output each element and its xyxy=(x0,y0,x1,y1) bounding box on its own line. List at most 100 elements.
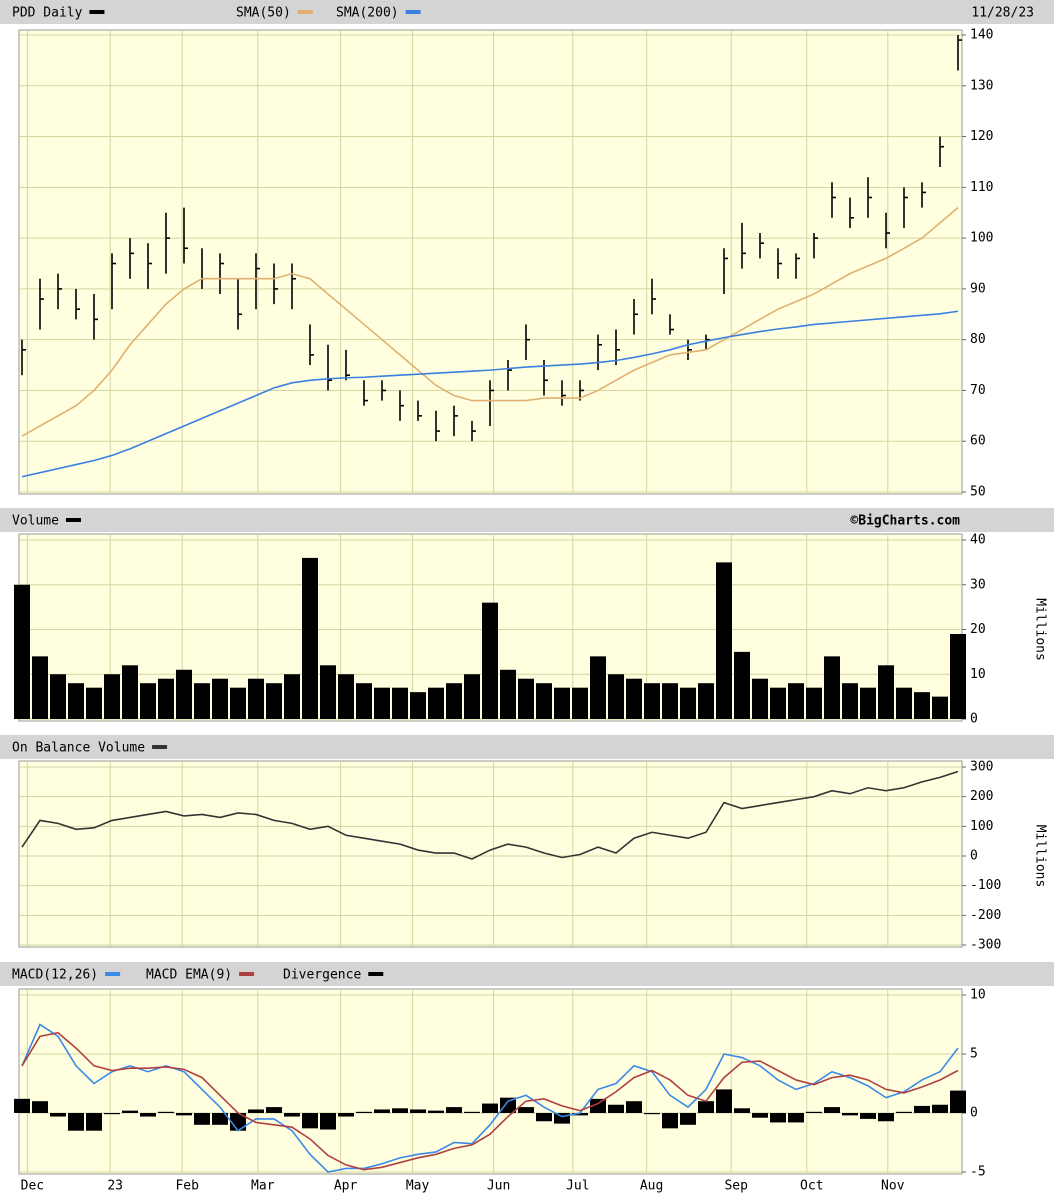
y-axis-label: Millions xyxy=(1033,598,1048,661)
bar xyxy=(104,674,120,719)
bar xyxy=(716,1089,732,1113)
bar xyxy=(698,1101,714,1113)
bar xyxy=(194,683,210,719)
legend-label: Volume xyxy=(12,514,59,529)
bar xyxy=(392,1108,408,1113)
y-tick-label: 90 xyxy=(970,281,986,296)
bar xyxy=(50,674,66,719)
bar xyxy=(824,1107,840,1113)
bar xyxy=(320,665,336,719)
y-tick-label: 50 xyxy=(970,485,986,500)
bar xyxy=(68,1113,84,1131)
line-series xyxy=(21,1031,959,1171)
x-tick-label: Aug xyxy=(640,1179,663,1194)
line-series xyxy=(21,1023,959,1173)
bar xyxy=(176,669,192,719)
bar xyxy=(590,656,606,719)
bar xyxy=(806,1111,822,1113)
bar xyxy=(68,683,84,719)
bar xyxy=(176,1113,192,1116)
y-tick-label: 70 xyxy=(970,383,986,398)
bar xyxy=(194,1113,210,1125)
bar xyxy=(266,1107,282,1113)
x-tick-label: Oct xyxy=(800,1179,823,1194)
legend-swatch xyxy=(297,10,313,14)
x-tick-label: Feb xyxy=(175,1179,199,1194)
bar xyxy=(788,1113,804,1123)
bar xyxy=(572,687,588,719)
line-series xyxy=(21,207,959,437)
legend-swatch xyxy=(89,10,105,14)
credit: ©BigCharts.com xyxy=(850,514,960,529)
bar xyxy=(14,584,30,719)
bar xyxy=(932,1104,948,1113)
bar xyxy=(158,678,174,719)
bar xyxy=(950,633,966,719)
bar xyxy=(644,1113,660,1115)
y-tick-label: 130 xyxy=(970,78,993,93)
bar xyxy=(248,678,264,719)
bar xyxy=(554,1113,570,1124)
y-tick-label: 120 xyxy=(970,129,993,144)
y-tick-label: 80 xyxy=(970,332,986,347)
bar xyxy=(464,1111,480,1113)
bar xyxy=(248,1109,264,1113)
y-tick-label: 30 xyxy=(970,577,986,592)
bar xyxy=(914,692,930,719)
y-tick-label: 60 xyxy=(970,434,986,449)
x-tick-label: Jun xyxy=(487,1179,510,1194)
legend-label: Divergence xyxy=(283,968,361,983)
bar xyxy=(374,1109,390,1113)
x-tick-label: Dec xyxy=(21,1179,44,1194)
bar xyxy=(878,1113,894,1122)
bar xyxy=(50,1113,66,1117)
bar xyxy=(608,1104,624,1113)
bar xyxy=(338,674,354,719)
y-tick-label: 140 xyxy=(970,28,993,43)
y-tick-label: 110 xyxy=(970,180,993,195)
legend-label: On Balance Volume xyxy=(12,741,145,756)
bar xyxy=(518,1107,534,1113)
bar xyxy=(230,687,246,719)
legend-swatch xyxy=(105,972,121,976)
legend-label: MACD(12,26) xyxy=(12,968,98,983)
bar xyxy=(662,683,678,719)
bar xyxy=(554,687,570,719)
bar xyxy=(212,1113,228,1125)
legend-label: MACD EMA(9) xyxy=(146,968,232,983)
x-tick-label: Apr xyxy=(334,1179,358,1194)
bar xyxy=(356,1111,372,1113)
y-tick-label: 40 xyxy=(970,533,986,548)
bar xyxy=(698,683,714,719)
bar xyxy=(842,1113,858,1116)
bar xyxy=(680,1113,696,1125)
plot-area xyxy=(18,760,963,948)
x-tick-label: Sep xyxy=(724,1179,748,1194)
x-tick-label: 23 xyxy=(107,1179,123,1194)
bar xyxy=(374,687,390,719)
bar xyxy=(266,683,282,719)
bar xyxy=(680,687,696,719)
bar xyxy=(896,1111,912,1113)
bar xyxy=(932,696,948,719)
bar xyxy=(446,683,462,719)
bar xyxy=(482,602,498,719)
legend-swatch xyxy=(368,972,384,976)
y-tick-label: -5 xyxy=(970,1165,986,1180)
bar xyxy=(320,1113,336,1130)
panel-header xyxy=(0,962,1054,986)
x-tick-label: Mar xyxy=(251,1179,275,1194)
y-tick-label: 300 xyxy=(970,760,993,775)
bar xyxy=(806,687,822,719)
bar xyxy=(104,1113,120,1115)
bar xyxy=(32,1101,48,1113)
line-series xyxy=(21,770,959,860)
bar xyxy=(536,683,552,719)
bar xyxy=(572,1113,588,1116)
bar xyxy=(338,1113,354,1117)
bar xyxy=(86,687,102,719)
bar xyxy=(446,1107,462,1113)
y-tick-label: 0 xyxy=(970,712,978,727)
y-tick-label: 100 xyxy=(970,231,993,246)
legend-swatch xyxy=(239,972,255,976)
